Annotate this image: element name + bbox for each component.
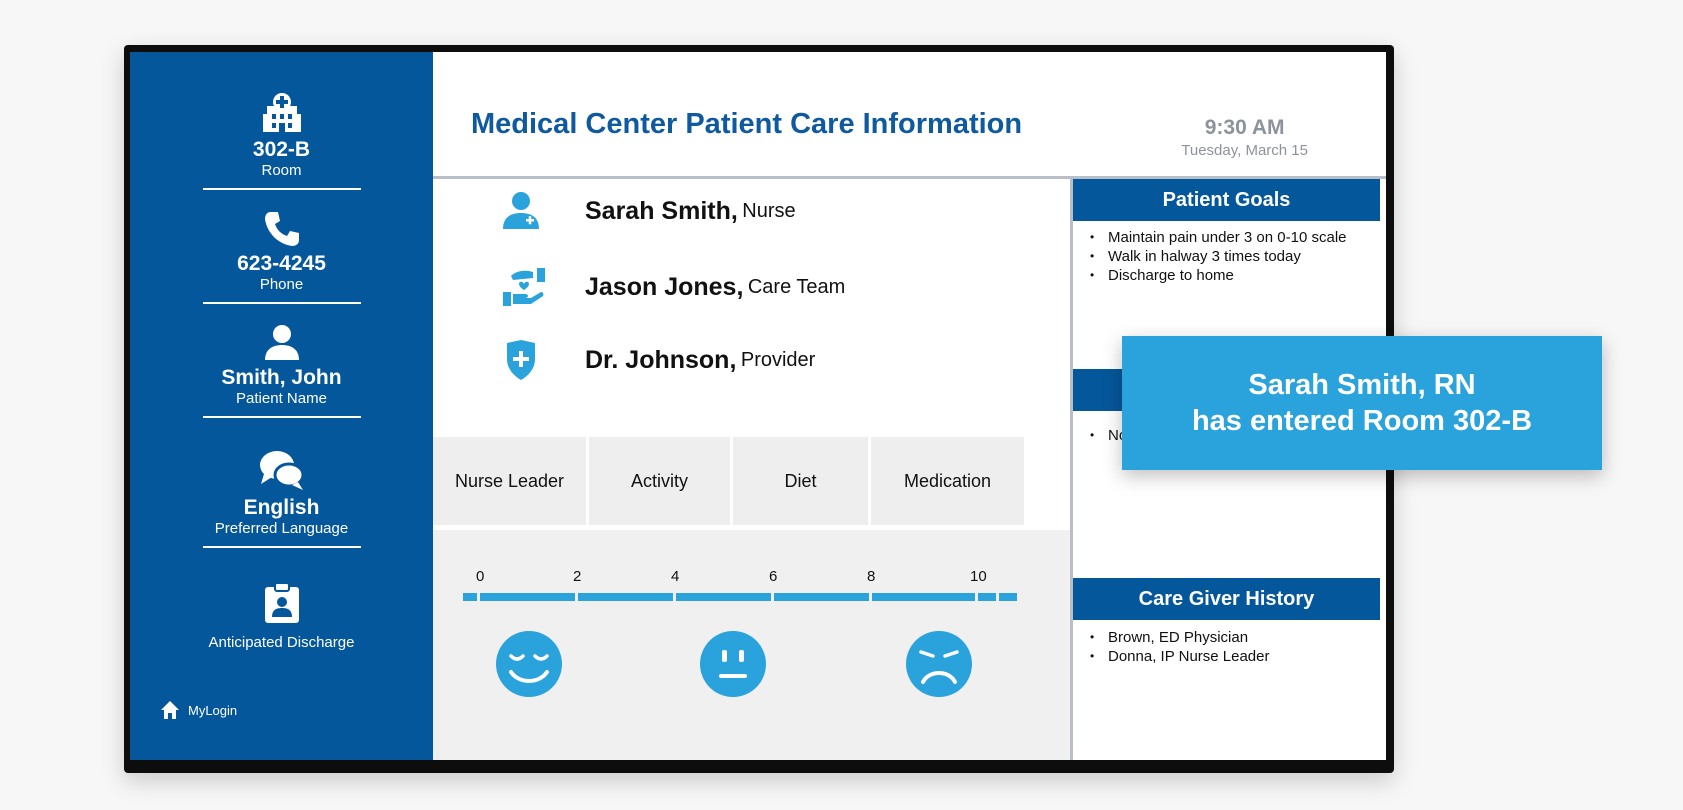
- category-tabs: Nurse Leader Activity Diet Medication: [433, 437, 1070, 527]
- phone-icon: [264, 212, 299, 246]
- phone-number: 623-4245: [237, 252, 326, 275]
- pain-tick-label: 4: [671, 568, 680, 585]
- member-name: Dr. Johnson,: [585, 345, 737, 374]
- language-label: Preferred Language: [214, 520, 349, 537]
- language-value: English: [243, 496, 320, 519]
- member-role: Provider: [740, 348, 816, 371]
- clock: 9:30 AM Tuesday, March 15: [1181, 116, 1308, 159]
- scale-segment: [774, 593, 869, 601]
- mylogin-label: MyLogin: [188, 702, 238, 718]
- room-number: 302-B: [252, 138, 311, 161]
- vertical-divider: [1070, 179, 1073, 760]
- person-icon: [264, 325, 299, 360]
- list-item: Walk in halway 3 times today: [1090, 247, 1347, 266]
- divider: [202, 188, 361, 190]
- shield-cross-icon: [507, 340, 535, 380]
- care-hand-icon: [503, 268, 545, 306]
- scale-segment: [578, 593, 673, 601]
- care-giver-history-list: Brown, ED Physician Donna, IP Nurse Lead…: [1090, 628, 1270, 666]
- scale-segment: [872, 593, 975, 601]
- sidebar: 302-B Room 623-4245 Phone Smith, John Pa…: [130, 52, 433, 760]
- pain-tick-label: 10: [970, 568, 987, 585]
- scale-segment: [978, 593, 996, 601]
- sidebar-item-discharge: Anticipated Discharge: [130, 582, 433, 652]
- patient-goals-list: Maintain pain under 3 on 0-10 scale Walk…: [1090, 228, 1347, 285]
- care-team-member: Dr. Johnson, Provider: [501, 339, 815, 381]
- member-name: Sarah Smith,: [585, 196, 738, 225]
- list-item: Brown, ED Physician: [1090, 628, 1270, 647]
- divider: [202, 416, 361, 418]
- tab-nurse-leader[interactable]: Nurse Leader: [433, 437, 586, 525]
- scale-segment: [463, 593, 477, 601]
- pain-scale: 0 2 4 6 8 10: [433, 530, 1070, 760]
- patient-name-label: Patient Name: [236, 390, 327, 407]
- sidebar-item-language: English Preferred Language: [130, 448, 433, 548]
- list-item: Discharge to home: [1090, 266, 1347, 285]
- pain-scale-bar[interactable]: [463, 593, 1035, 601]
- pain-tick-label: 8: [867, 568, 876, 585]
- scale-segment: [999, 593, 1017, 601]
- tab-diet[interactable]: Diet: [733, 437, 868, 525]
- scale-segment: [480, 593, 575, 601]
- mylogin-link[interactable]: MyLogin: [160, 700, 237, 720]
- scale-segment: [676, 593, 771, 601]
- page-title: Medical Center Patient Care Information: [471, 108, 1023, 140]
- room-label: Room: [261, 162, 302, 179]
- header: Medical Center Patient Care Information …: [433, 52, 1386, 179]
- chat-bubbles-icon: [259, 451, 304, 490]
- discharge-label: Anticipated Discharge: [208, 634, 355, 651]
- notification-line-2: has entered Room 302-B: [1191, 405, 1533, 437]
- member-role: Care Team: [747, 275, 846, 298]
- care-team-member: Sarah Smith, Nurse: [501, 191, 796, 231]
- list-item: Donna, IP Nurse Leader: [1090, 647, 1270, 666]
- tab-activity[interactable]: Activity: [589, 437, 730, 525]
- home-icon: [161, 701, 179, 719]
- notification-line-1: Sarah Smith, RN: [1248, 369, 1476, 401]
- care-giver-history-header: Care Giver History: [1073, 578, 1380, 620]
- clock-date: Tuesday, March 15: [1181, 142, 1308, 159]
- hospital-icon: [262, 93, 301, 132]
- pain-tick-label: 0: [476, 568, 485, 585]
- sidebar-item-room: 302-B Room: [130, 92, 433, 190]
- pain-tick-label: 2: [573, 568, 582, 585]
- patient-name: Smith, John: [221, 366, 342, 389]
- tab-medication[interactable]: Medication: [871, 437, 1024, 525]
- happy-face-icon[interactable]: [495, 630, 563, 698]
- phone-label: Phone: [259, 276, 304, 293]
- care-team-member: Jason Jones, Care Team: [501, 264, 845, 310]
- sidebar-item-patient: Smith, John Patient Name: [130, 324, 433, 418]
- clipboard-icon: [264, 582, 299, 623]
- nurse-icon: [503, 192, 539, 229]
- neutral-face-icon[interactable]: [699, 630, 767, 698]
- sidebar-item-phone: 623-4245 Phone: [130, 210, 433, 304]
- patient-goals-header: Patient Goals: [1073, 179, 1380, 221]
- care-team: Sarah Smith, Nurse Jason Jones, Care Tea…: [433, 179, 1070, 437]
- pain-tick-label: 6: [769, 568, 778, 585]
- divider: [202, 302, 361, 304]
- member-role: Nurse: [742, 199, 796, 222]
- divider: [202, 546, 361, 548]
- sad-face-icon[interactable]: [905, 630, 973, 698]
- member-name: Jason Jones,: [585, 272, 744, 301]
- clock-time: 9:30 AM: [1204, 116, 1285, 139]
- entry-notification[interactable]: Sarah Smith, RN has entered Room 302-B: [1122, 336, 1602, 470]
- list-item: Maintain pain under 3 on 0-10 scale: [1090, 228, 1347, 247]
